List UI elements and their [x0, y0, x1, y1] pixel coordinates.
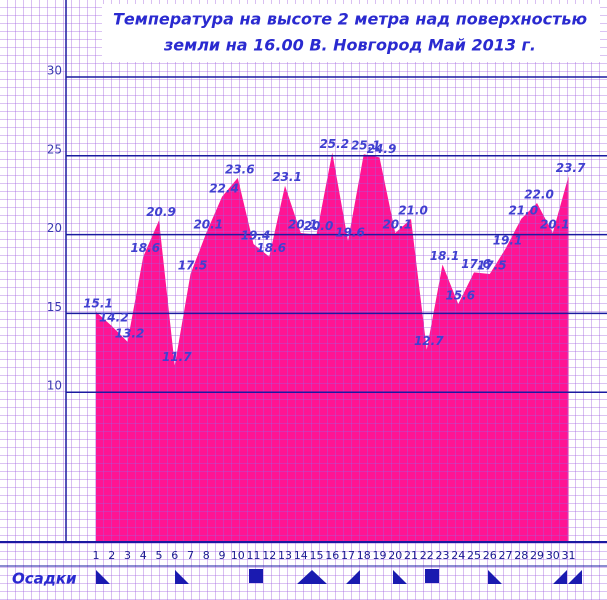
x-tick-label: 17 [341, 549, 355, 562]
data-label: 15.6 [445, 288, 475, 302]
x-tick-label: 14 [294, 549, 308, 562]
x-tick-label: 4 [140, 549, 147, 562]
data-label: 23.1 [272, 170, 302, 184]
x-tick-label: 23 [436, 549, 450, 562]
x-tick-label: 1 [93, 549, 100, 562]
data-label: 12.7 [414, 334, 444, 348]
x-tick-label: 21 [404, 549, 418, 562]
data-label: 18.6 [256, 241, 286, 255]
x-tick-label: 12 [262, 549, 276, 562]
x-tick-label: 18 [357, 549, 371, 562]
data-label: 18.6 [130, 241, 160, 255]
x-tick-label: 7 [187, 549, 194, 562]
data-label: 20.0 [304, 219, 334, 233]
x-tick-label: 2 [108, 549, 115, 562]
data-label: 23.7 [556, 161, 586, 175]
x-tick-label: 31 [562, 549, 576, 562]
data-label: 17.5 [178, 259, 208, 273]
y-tick-label: 25 [47, 142, 62, 156]
x-tick-label: 26 [483, 549, 497, 562]
y-tick-label: 10 [47, 379, 62, 393]
x-tick-label: 9 [219, 549, 226, 562]
x-tick-label: 19 [373, 549, 387, 562]
precip-icons [96, 569, 582, 584]
data-label: 15.1 [83, 296, 113, 310]
y-tick-label: 20 [47, 221, 62, 235]
data-label: 19.6 [335, 225, 365, 239]
precip-label: Осадки [12, 570, 77, 588]
x-tick-label: 29 [530, 549, 544, 562]
x-tick-label: 25 [467, 549, 481, 562]
data-label: 24.9 [367, 142, 397, 156]
data-label: 22.4 [209, 181, 239, 195]
x-tick-label: 20 [388, 549, 402, 562]
x-tick-label: 6 [171, 549, 178, 562]
x-tick-label: 28 [514, 549, 528, 562]
data-label: 13.2 [115, 326, 145, 340]
data-label: 20.9 [146, 205, 176, 219]
x-tick-label: 30 [546, 549, 560, 562]
x-tick-label: 22 [420, 549, 434, 562]
data-label: 23.6 [225, 162, 255, 176]
data-label: 22.0 [524, 188, 554, 202]
data-label: 17.6 [461, 257, 491, 271]
x-tick-label: 5 [156, 549, 163, 562]
data-label: 25.1 [351, 139, 381, 153]
data-label: 19.4 [241, 229, 271, 243]
data-label: 20.1 [288, 218, 318, 232]
x-tick-label: 13 [278, 549, 292, 562]
data-label: 14.2 [99, 311, 129, 325]
data-label: 17.5 [477, 259, 507, 273]
x-tick-label: 24 [451, 549, 465, 562]
data-label: 25.2 [319, 137, 349, 151]
x-tick-label: 16 [325, 549, 339, 562]
data-label: 21.0 [508, 203, 538, 217]
data-label: 19.1 [493, 233, 523, 247]
x-tick-label: 27 [499, 549, 513, 562]
data-label: 20.1 [193, 218, 223, 232]
data-label: 11.7 [162, 350, 192, 364]
x-tick-label: 10 [231, 549, 245, 562]
data-label: 21.0 [398, 203, 428, 217]
y-tick-label: 15 [47, 300, 62, 314]
data-label: 18.1 [430, 249, 460, 263]
data-label: 20.1 [540, 218, 570, 232]
x-tick-label: 15 [310, 549, 324, 562]
data-label: 20.1 [382, 218, 412, 232]
chart-title: земли на 16.00 В. Новгород Май 2013 г. [163, 36, 536, 55]
y-tick-label: 30 [47, 63, 62, 77]
x-tick-label: 3 [124, 549, 131, 562]
x-tick-label: 8 [203, 549, 210, 562]
title-box [102, 4, 600, 62]
chart-title: Температура на высоте 2 метра над поверх… [113, 10, 587, 29]
x-tick-label: 11 [247, 549, 261, 562]
